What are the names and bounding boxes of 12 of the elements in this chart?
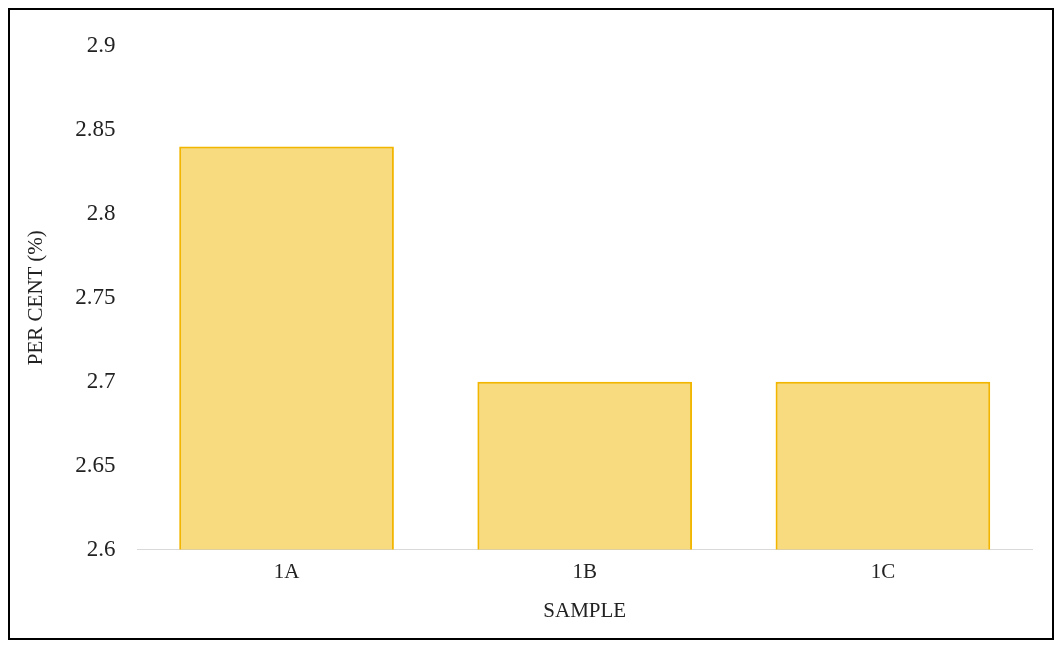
x-axis-title: SAMPLE — [543, 597, 627, 622]
x-tick-label: 1A — [273, 558, 301, 583]
y-axis-title: PER CENT (%) — [23, 230, 48, 366]
y-tick-label: 2.9 — [86, 31, 116, 57]
x-tick-label: 1B — [572, 558, 597, 583]
y-tick-label: 2.65 — [75, 451, 116, 477]
y-tick-label: 2.8 — [86, 199, 116, 225]
y-tick-label: 2.6 — [86, 535, 116, 561]
y-tick-label: 2.7 — [86, 367, 116, 393]
x-tick-label: 1C — [870, 558, 896, 583]
y-tick-label: 2.85 — [75, 115, 116, 141]
y-tick-label: 2.75 — [75, 283, 116, 309]
